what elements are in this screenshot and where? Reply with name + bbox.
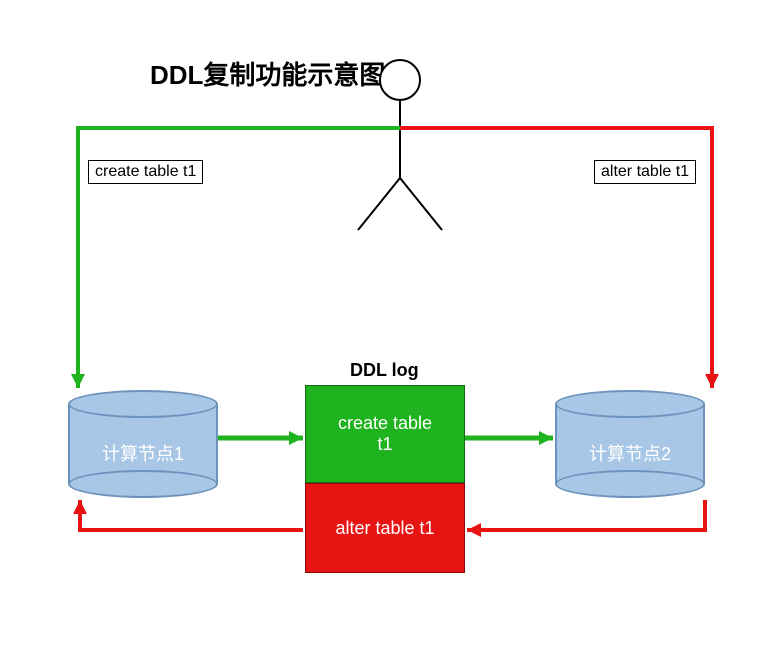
cylinder-node2: 计算节点2 — [555, 390, 705, 498]
log-box-alter: alter table t1 — [305, 483, 465, 573]
diagram-canvas: DDL复制功能示意图 DDL log 计算节点1 计算节点2 create tabl… — [0, 0, 773, 671]
cylinder-label-node1: 计算节点1 — [68, 440, 218, 466]
log-box-create: create tablet1 — [305, 385, 465, 483]
cylinder-label-node2: 计算节点2 — [555, 440, 705, 466]
ddl-log-label: DDL log — [350, 360, 419, 381]
create-label: create table t1 — [88, 160, 203, 184]
alter-label: alter table t1 — [594, 160, 696, 184]
cylinder-node1: 计算节点1 — [68, 390, 218, 498]
diagram-title: DDL复制功能示意图 — [150, 55, 385, 92]
